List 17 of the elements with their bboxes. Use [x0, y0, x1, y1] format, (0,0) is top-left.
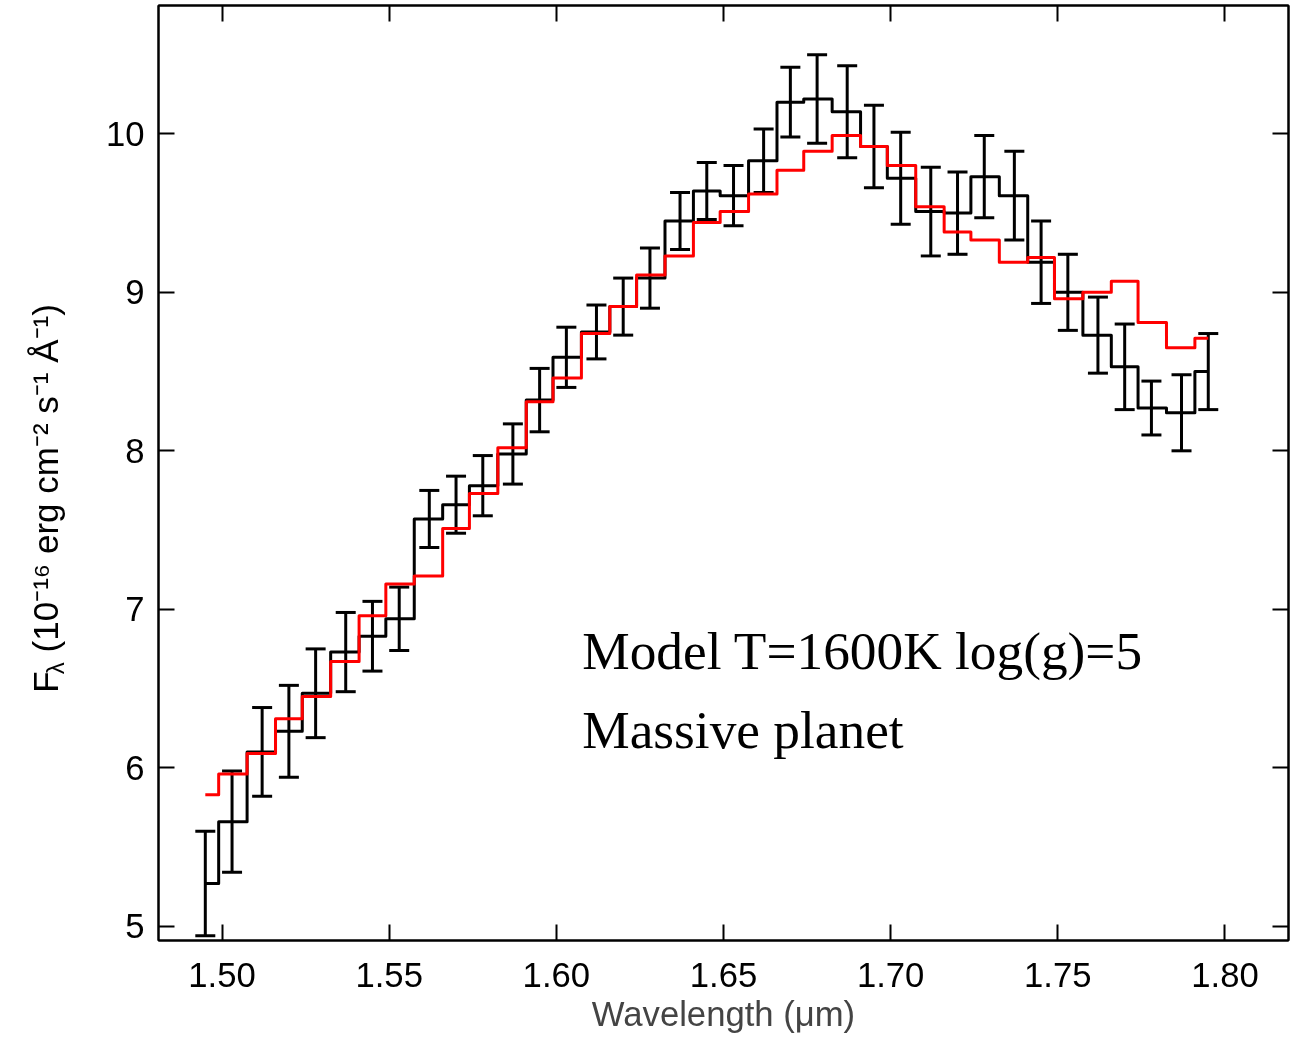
x-tick-label: 1.65 — [689, 955, 758, 994]
y-tick-label: 10 — [105, 114, 145, 153]
x-tick-label: 1.55 — [355, 955, 423, 994]
x-axis-title: Wavelength (μm) — [591, 994, 856, 1033]
x-tick-label: 1.50 — [188, 955, 256, 994]
annotation: Model T=1600K log(g)=5 — [582, 620, 1143, 681]
x-tick-label: 1.60 — [522, 955, 591, 994]
y-tick-label: 7 — [125, 590, 145, 629]
y-tick-label: 8 — [125, 431, 145, 470]
y-axis-title: Fλ (10⁻¹⁶ erg cm⁻² s⁻¹ Å⁻¹) — [26, 304, 69, 693]
x-tick-label: 1.75 — [1024, 955, 1092, 994]
x-tick-label: 1.70 — [856, 955, 925, 994]
y-tick-label: 5 — [125, 907, 145, 946]
y-tick-label: 9 — [125, 273, 145, 312]
y-tick-label: 6 — [125, 748, 145, 787]
annotation: Massive planet — [582, 700, 904, 761]
x-tick-label: 1.80 — [1191, 955, 1259, 994]
